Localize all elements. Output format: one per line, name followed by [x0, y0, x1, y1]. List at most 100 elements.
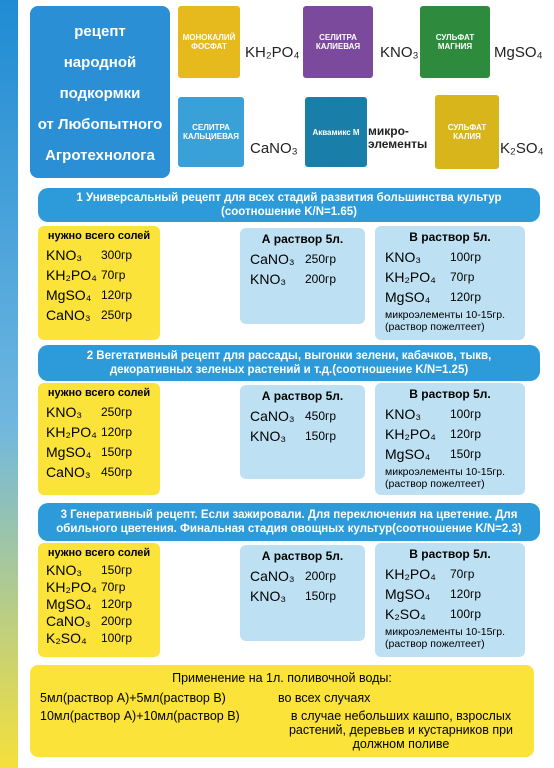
- salt-amount: 120гр: [101, 597, 133, 611]
- item-row: CaNO₃ 450гр: [250, 406, 355, 426]
- item-amount: 100гр: [450, 250, 482, 264]
- salts-title: нужно всего солей: [47, 387, 151, 399]
- usage-title: Применение на 1л. поливочной воды:: [172, 671, 392, 685]
- salts-box: нужно всего солей KNO₃ 150гр KH₂PO₄ 70гр MgSO…: [38, 543, 160, 657]
- item-amount: 150гр: [305, 589, 337, 603]
- solution-a: А раствор 5л. CaNO₃ 250гр KNO₃ 200гр: [240, 228, 365, 324]
- solution-b: В раствор 5л. KNO₃ 100гр KH₂PO₄ 70гр MgSO₄ 120…: [375, 226, 525, 340]
- product-formula: микро-элементы: [368, 124, 428, 151]
- salt-amount: 120гр: [101, 288, 133, 302]
- solution-b: В раствор 5л. KH₂PO₄ 70гр MgSO₄ 120гр K₂SO₄ 10…: [375, 543, 525, 657]
- title-line: от Любопытного: [37, 116, 163, 133]
- salt-row: KNO₃ 150гр: [46, 562, 152, 579]
- item-name: KH₂PO₄: [385, 566, 436, 582]
- salt-name: K₂SO₄: [46, 630, 87, 646]
- salt-row: K₂SO₄ 100гр: [46, 630, 152, 647]
- product-pack: СЕЛИТРА КАЛИЕВАЯ: [303, 6, 373, 78]
- item-row: KH₂PO₄ 70гр: [385, 267, 515, 287]
- salt-name: CaNO₃: [46, 307, 91, 323]
- item-name: KNO₃: [385, 406, 422, 422]
- salt-name: KH₂PO₄: [46, 267, 97, 283]
- item-amount: 150гр: [305, 429, 337, 443]
- item-name: CaNO₃: [250, 568, 295, 584]
- salt-name: MgSO₄: [46, 596, 92, 612]
- item-amount: 120гр: [450, 290, 482, 304]
- side-stripe: [0, 0, 18, 768]
- product-formula: K₂SO₄: [500, 140, 544, 157]
- product-pack: МОНОКАЛИЙ ФОСФАТ: [178, 6, 240, 78]
- salt-name: MgSO₄: [46, 287, 92, 303]
- salts-title: нужно всего солей: [47, 547, 151, 559]
- salt-name: CaNO₃: [46, 464, 91, 480]
- salt-name: KH₂PO₄: [46, 579, 97, 595]
- item-row: KH₂PO₄ 70гр: [385, 564, 515, 584]
- salt-amount: 300гр: [101, 248, 133, 262]
- item-amount: 120гр: [450, 427, 482, 441]
- salts-title: нужно всего солей: [47, 230, 151, 242]
- section-title: 3 Генеративный рецепт. Если зажировали. …: [38, 503, 540, 541]
- usage-dose: 5мл(раствор А)+5мл(раствор В): [40, 691, 226, 705]
- item-amount: 150гр: [450, 447, 482, 461]
- salt-amount: 70гр: [101, 268, 126, 282]
- item-row: KNO₃ 100гр: [385, 404, 515, 424]
- item-row: CaNO₃ 200гр: [250, 566, 355, 586]
- item-name: KNO₃: [250, 271, 287, 287]
- product-formula: MgSO₄: [494, 44, 543, 61]
- item-row: KNO₃ 100гр: [385, 247, 515, 267]
- item-name: KNO₃: [250, 588, 287, 604]
- solution-b: В раствор 5л. KNO₃ 100гр KH₂PO₄ 120гр MgSO₄ 15…: [375, 383, 525, 495]
- salt-row: KNO₃ 300гр: [46, 245, 152, 265]
- item-amount: 70гр: [450, 270, 475, 284]
- salt-amount: 150гр: [101, 445, 133, 459]
- salt-row: CaNO₃ 450гр: [46, 462, 152, 482]
- salt-amount: 100гр: [101, 631, 133, 645]
- salt-row: KH₂PO₄ 120гр: [46, 422, 152, 442]
- salt-row: KH₂PO₄ 70гр: [46, 579, 152, 596]
- salt-amount: 450гр: [101, 465, 133, 479]
- item-amount: 70гр: [450, 567, 475, 581]
- section-title: 1 Универсальный рецепт для всех стадий р…: [38, 188, 540, 222]
- salt-row: KH₂PO₄ 70гр: [46, 265, 152, 285]
- salt-name: KNO₃: [46, 562, 83, 578]
- usage-case: во всех случаях: [278, 691, 371, 705]
- solution-title: А раствор 5л.: [261, 232, 344, 246]
- salt-name: MgSO₄: [46, 444, 92, 460]
- solution-title: В раствор 5л.: [409, 387, 491, 401]
- item-amount: 200гр: [305, 569, 337, 583]
- salt-row: KNO₃ 250гр: [46, 402, 152, 422]
- item-name: K₂SO₄: [385, 606, 426, 622]
- usage-row: 5мл(раствор А)+5мл(раствор В) во всех слу…: [40, 691, 524, 705]
- salt-name: KNO₃: [46, 247, 83, 263]
- salts-box: нужно всего солей KNO₃ 250гр KH₂PO₄ 120гр MgS…: [38, 383, 160, 495]
- item-row: KNO₃ 200гр: [250, 269, 355, 289]
- item-name: MgSO₄: [385, 446, 431, 462]
- title-line: народной: [63, 54, 137, 71]
- salt-row: MgSO₄ 120гр: [46, 596, 152, 613]
- salt-amount: 120гр: [101, 425, 133, 439]
- solution-a: А раствор 5л. CaNO₃ 200гр KNO₃ 150гр: [240, 545, 365, 641]
- usage-row: 10мл(раствор А)+10мл(раствор В) в случае …: [40, 709, 524, 751]
- item-row: MgSO₄ 120гр: [385, 584, 515, 604]
- product-formula: KH₂PO₄: [245, 44, 300, 61]
- item-row: MgSO₄ 120гр: [385, 287, 515, 307]
- title-line: Агротехнолога: [45, 147, 155, 164]
- usage-box: Применение на 1л. поливочной воды: 5мл(ра…: [30, 665, 534, 757]
- product-pack: Аквамикс М: [305, 97, 367, 167]
- salt-row: MgSO₄ 120гр: [46, 285, 152, 305]
- solution-title: В раствор 5л.: [409, 230, 491, 244]
- salt-name: KH₂PO₄: [46, 424, 97, 440]
- salts-box: нужно всего солей KNO₃ 300гр KH₂PO₄ 70гр MgSO…: [38, 226, 160, 340]
- salt-name: CaNO₃: [46, 613, 91, 629]
- salt-amount: 250гр: [101, 405, 133, 419]
- salt-name: KNO₃: [46, 404, 83, 420]
- item-name: MgSO₄: [385, 586, 431, 602]
- item-name: KNO₃: [385, 249, 422, 265]
- product-formula: CaNO₃: [250, 140, 298, 157]
- note: микроэлементы 10-15гр. (раствор пожелтее…: [385, 626, 506, 650]
- salt-row: CaNO₃ 200гр: [46, 613, 152, 630]
- item-name: KH₂PO₄: [385, 426, 436, 442]
- item-row: KH₂PO₄ 120гр: [385, 424, 515, 444]
- item-name: CaNO₃: [250, 251, 295, 267]
- salt-row: CaNO₃ 250гр: [46, 305, 152, 325]
